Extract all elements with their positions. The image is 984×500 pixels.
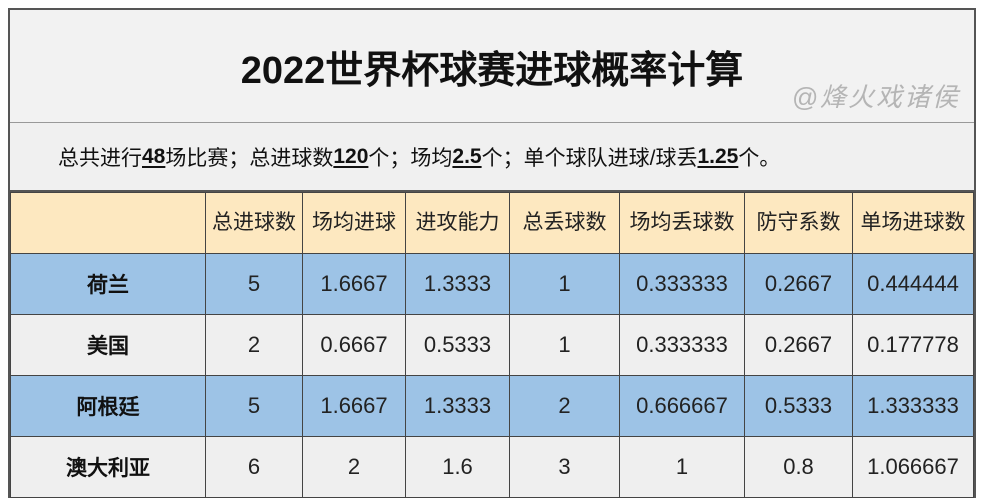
table-cell: 1.3333 <box>405 375 510 437</box>
team-name: 荷兰 <box>10 253 206 315</box>
team-name: 阿根廷 <box>10 375 206 437</box>
table-cell: 1 <box>509 253 620 315</box>
table-cell: 5 <box>205 375 303 437</box>
table-cell: 1.6667 <box>302 375 406 437</box>
column-header: 总进球数 <box>205 192 303 254</box>
table-row: 澳大利亚 6 2 1.6 3 1 0.8 1.066667 <box>10 436 974 498</box>
summary-matches: 48 <box>142 144 166 168</box>
table-cell: 1.6 <box>405 436 510 498</box>
watermark: @烽火戏诸侯 <box>791 82 960 112</box>
table-cell: 1.6667 <box>302 253 406 315</box>
table-cell: 0.2667 <box>744 253 853 315</box>
summary-text: 个；场均 <box>368 146 453 170</box>
table-cell: 6 <box>205 436 303 498</box>
summary-team-avg: 1.25 <box>697 144 739 168</box>
table-cell: 1.3333 <box>405 253 510 315</box>
column-header: 进攻能力 <box>405 192 510 254</box>
column-header: 防守系数 <box>744 192 853 254</box>
summary-line: 总共进行 48 场比赛；总进球数 120 个；场均 2.5 个；单个球队进球/球丢 1.25 个… <box>10 123 974 192</box>
summary-goals: 120 <box>333 144 369 168</box>
table-cell: 2 <box>509 375 620 437</box>
summary-text: 个。 <box>738 146 781 170</box>
table-cell: 2 <box>205 314 303 376</box>
table-cell: 0.5333 <box>405 314 510 376</box>
summary-avg: 2.5 <box>452 144 482 168</box>
column-header <box>10 192 206 254</box>
table-cell: 2 <box>302 436 406 498</box>
summary-text: 总共进行 <box>58 146 142 170</box>
team-name: 美国 <box>10 314 206 376</box>
team-name: 澳大利亚 <box>10 436 206 498</box>
table-cell: 0.333333 <box>619 253 745 315</box>
table-cell: 0.444444 <box>852 253 974 315</box>
table-cell: 3 <box>509 436 620 498</box>
table-cell: 0.333333 <box>619 314 745 376</box>
table-cell: 0.666667 <box>619 375 745 437</box>
summary-text: 个；单个球队进球/球丢 <box>481 146 698 170</box>
table-cell: 0.177778 <box>852 314 974 376</box>
column-header: 总丢球数 <box>509 192 620 254</box>
column-header: 场均进球 <box>302 192 406 254</box>
table-cell: 1 <box>509 314 620 376</box>
table-row: 阿根廷 5 1.6667 1.3333 2 0.666667 0.5333 1.333333 <box>10 375 974 437</box>
table-cell: 0.8 <box>744 436 853 498</box>
table-cell: 1.333333 <box>852 375 974 437</box>
header-row: 总进球数 场均进球 进攻能力 总丢球数 场均丢球数 防守系数 单场进球数 <box>10 192 974 254</box>
title-bar: 2022世界杯球赛进球概率计算 @烽火戏诸侯 <box>10 10 974 123</box>
table-cell: 1 <box>619 436 745 498</box>
summary-text: 场比赛；总进球数 <box>165 146 334 170</box>
column-header: 场均丢球数 <box>619 192 745 254</box>
spreadsheet: 2022世界杯球赛进球概率计算 @烽火戏诸侯 总共进行 48 场比赛；总进球数 120… <box>8 8 976 498</box>
table-cell: 1.066667 <box>852 436 974 498</box>
page-title: 2022世界杯球赛进球概率计算 <box>240 49 744 92</box>
column-header: 单场进球数 <box>852 192 974 254</box>
table-cell: 0.6667 <box>302 314 406 376</box>
table-cell: 0.2667 <box>744 314 853 376</box>
table-cell: 0.5333 <box>744 375 853 437</box>
table-cell: 5 <box>205 253 303 315</box>
table-row: 荷兰 5 1.6667 1.3333 1 0.333333 0.2667 0.444444 <box>10 253 974 315</box>
table-row: 美国 2 0.6667 0.5333 1 0.333333 0.2667 0.177778 <box>10 314 974 376</box>
stats-table: 总进球数 场均进球 进攻能力 总丢球数 场均丢球数 防守系数 单场进球数 荷兰 5 1.6667 1… <box>10 192 974 498</box>
